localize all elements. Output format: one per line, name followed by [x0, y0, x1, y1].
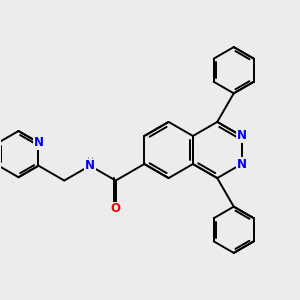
- Text: N: N: [34, 136, 44, 149]
- Text: N: N: [237, 130, 247, 142]
- Text: N: N: [237, 158, 247, 170]
- Text: H: H: [87, 157, 93, 166]
- Text: N: N: [85, 159, 95, 172]
- Text: O: O: [111, 202, 121, 215]
